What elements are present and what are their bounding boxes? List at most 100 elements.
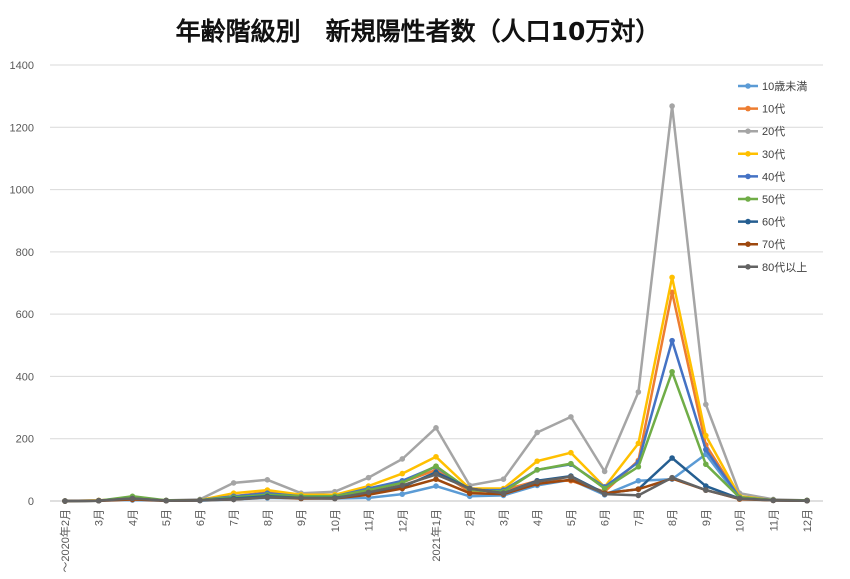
legend-item: 10代 xyxy=(738,103,785,116)
x-tick-label: 4月 xyxy=(127,509,139,526)
data-point xyxy=(433,471,439,478)
data-point xyxy=(163,497,169,504)
data-point xyxy=(703,487,709,493)
data-point xyxy=(703,432,709,439)
data-point xyxy=(635,463,642,470)
data-point xyxy=(601,491,608,497)
data-point xyxy=(197,497,203,504)
y-tick-label: 1400 xyxy=(10,60,34,72)
chart-title: 年齢階級別 新規陽性者数（人口10万対） xyxy=(176,17,661,46)
legend-marker xyxy=(745,151,751,157)
x-tick-label: 3月 xyxy=(94,509,106,526)
data-point xyxy=(669,337,675,344)
y-tick-label: 0 xyxy=(28,496,34,508)
data-point xyxy=(399,470,406,477)
y-tick-label: 800 xyxy=(16,247,34,259)
legend-marker xyxy=(745,196,751,202)
x-tick-label: 11月 xyxy=(364,509,376,531)
x-tick-label: 9月 xyxy=(296,509,308,526)
data-point xyxy=(433,463,439,469)
y-tick-label: 1000 xyxy=(10,185,34,197)
legend-marker xyxy=(745,105,751,112)
data-point xyxy=(770,497,777,504)
data-point xyxy=(230,480,237,486)
data-point xyxy=(669,455,675,461)
y-tick-label: 400 xyxy=(16,371,34,383)
legend-marker xyxy=(745,264,751,270)
data-point xyxy=(129,495,136,502)
x-tick-label: 10月 xyxy=(330,509,342,532)
y-tick-label: 1200 xyxy=(10,122,34,134)
data-point xyxy=(534,429,540,436)
data-point xyxy=(635,440,642,447)
data-point xyxy=(534,478,540,485)
legend-item: 80代以上 xyxy=(738,261,807,274)
legend-item: 40代 xyxy=(738,170,785,183)
legend-label: 20代 xyxy=(762,125,785,138)
x-tick-label: 7月 xyxy=(633,509,645,526)
legend-label: 60代 xyxy=(762,216,785,229)
legend-marker xyxy=(745,128,751,134)
legend-label: 40代 xyxy=(762,170,785,183)
data-point xyxy=(332,495,338,502)
x-tick-label: 5月 xyxy=(566,509,578,526)
x-tick-label: 2月 xyxy=(465,509,477,526)
legend-marker xyxy=(745,83,751,89)
x-tick-label: 7月 xyxy=(229,509,241,526)
legend-item: 30代 xyxy=(738,148,785,161)
data-point xyxy=(568,414,574,420)
data-point xyxy=(669,103,675,109)
series-group xyxy=(62,471,810,504)
data-point xyxy=(736,495,743,502)
x-tick-label: ～2020年2月 xyxy=(58,509,72,573)
x-tick-label: 12月 xyxy=(397,509,409,532)
legend-marker xyxy=(745,173,751,180)
legend-item: 20代 xyxy=(738,125,785,138)
data-point xyxy=(703,446,709,453)
legend-item: 50代 xyxy=(738,193,785,206)
data-point xyxy=(298,495,304,501)
data-point xyxy=(399,456,406,462)
data-point xyxy=(95,497,102,504)
x-tick-label: 8月 xyxy=(262,509,274,526)
y-axis-ticks: 0 200 400 600 800 1000 1200 1400 xyxy=(10,60,34,508)
data-point xyxy=(703,461,709,468)
data-point xyxy=(500,490,507,497)
data-point xyxy=(500,476,507,483)
data-point xyxy=(669,368,675,375)
legend-item: 10歳未満 xyxy=(738,80,807,93)
data-point xyxy=(264,494,271,501)
data-point xyxy=(635,477,642,484)
data-point xyxy=(230,496,237,503)
data-point xyxy=(365,474,372,481)
legend-label: 50代 xyxy=(762,193,785,206)
y-tick-label: 200 xyxy=(16,434,34,446)
legend-label: 30代 xyxy=(762,148,785,161)
data-point xyxy=(601,468,608,475)
x-tick-label: 8月 xyxy=(667,509,679,526)
data-point xyxy=(703,483,709,489)
data-point xyxy=(466,490,473,497)
data-point xyxy=(703,401,709,408)
data-point xyxy=(635,492,642,499)
data-point xyxy=(62,498,68,504)
data-point xyxy=(601,485,608,492)
x-tick-label: 9月 xyxy=(701,509,713,526)
data-point xyxy=(534,467,540,473)
data-point xyxy=(568,449,574,456)
data-point xyxy=(433,476,439,483)
legend-marker xyxy=(745,218,751,225)
series-lines xyxy=(62,103,810,504)
x-tick-label: 6月 xyxy=(600,509,612,526)
data-point xyxy=(264,477,271,483)
legend-label: 80代以上 xyxy=(762,261,807,274)
data-point xyxy=(635,486,642,492)
data-point xyxy=(433,483,439,489)
x-tick-label: 11月 xyxy=(768,509,780,531)
x-tick-label: 6月 xyxy=(195,509,207,526)
x-tick-label: 12月 xyxy=(802,509,814,532)
gridlines xyxy=(50,64,823,502)
legend-label: 70代 xyxy=(762,238,785,251)
